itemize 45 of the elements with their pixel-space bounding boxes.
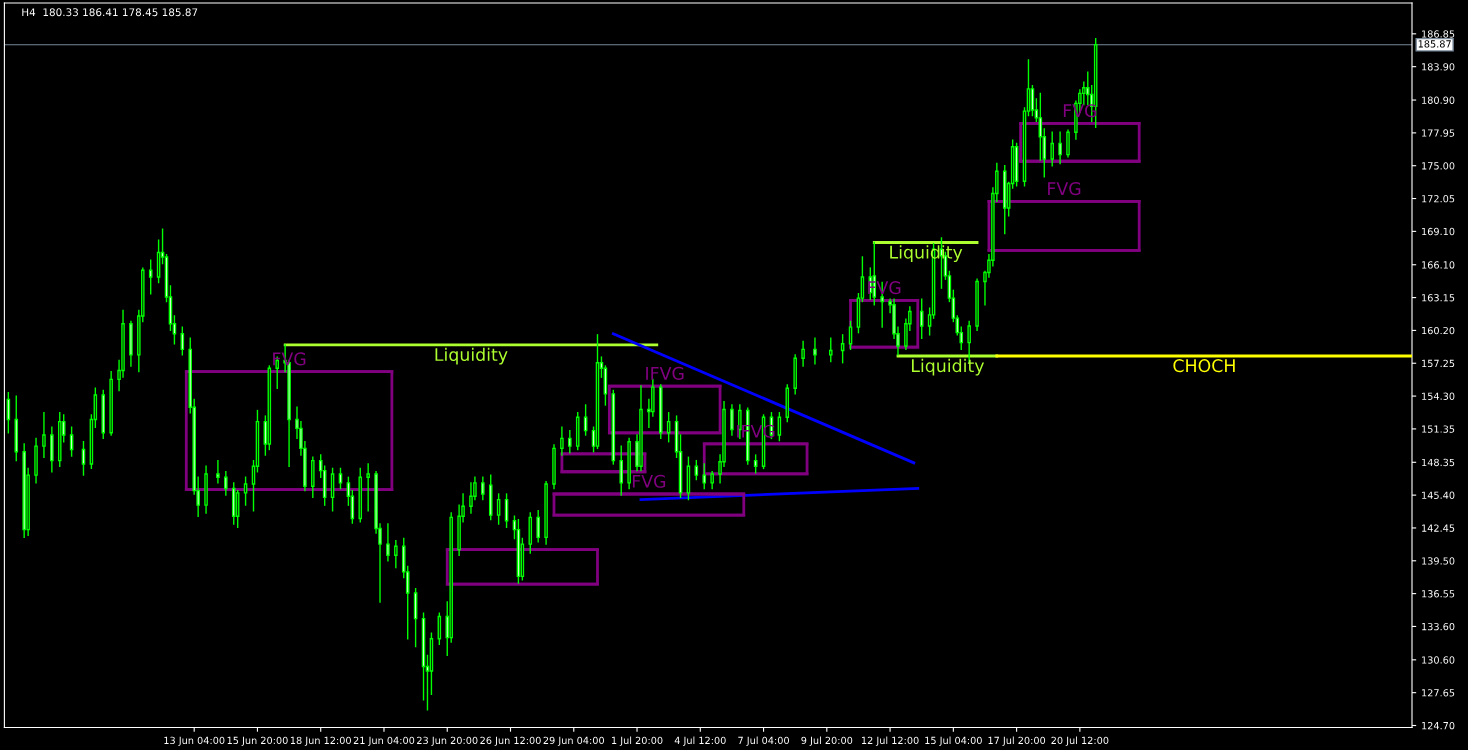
x-tick-label: 15 Jun 20:00: [227, 736, 288, 746]
y-tick-label: 177.95: [1422, 129, 1455, 137]
x-tick-label: 15 Jul 04:00: [925, 736, 982, 746]
y-tick-label: 142.45: [1422, 524, 1455, 532]
y-tick-label: 172.05: [1422, 195, 1455, 203]
series-label: IFVG: [646, 366, 684, 380]
y-tick-label: 180.90: [1422, 96, 1455, 104]
series-label: Liquidity: [911, 358, 985, 376]
y-tick-label: 127.65: [1422, 689, 1455, 697]
x-tick-label: 7 Jul 04:00: [738, 736, 789, 746]
chart-title: H4 180.33 186.41 178.45 185.87: [22, 8, 198, 17]
series-label: FVG: [1048, 182, 1081, 196]
x-tick-label: 13 Jun 04:00: [164, 736, 225, 746]
x-tick-label: 4 Jul 12:00: [674, 736, 726, 746]
y-tick-label: 160.20: [1422, 326, 1455, 335]
x-tick-label: 20 Jul 12:00: [1051, 736, 1109, 746]
ref-line-label: 185.87: [1418, 40, 1451, 48]
y-tick-label: 148.35: [1422, 458, 1455, 467]
y-tick-label: 183.90: [1422, 63, 1455, 71]
y-tick-label: 175.00: [1422, 162, 1455, 170]
x-tick-label: 21 Jun 04:00: [353, 736, 415, 746]
x-tick-label: 1 Jul 20:00: [612, 736, 663, 746]
y-tick-label: 151.35: [1422, 425, 1455, 433]
x-tick-label: 17 Jul 20:00: [988, 736, 1046, 746]
y-tick-label: 139.50: [1422, 557, 1455, 565]
x-tick-label: 26 Jun 12:00: [480, 736, 541, 746]
y-tick-label: 145.40: [1422, 491, 1455, 499]
series-label: CHOCH: [1173, 359, 1235, 373]
y-tick-label: 136.55: [1422, 590, 1455, 598]
series-label: FVG: [632, 474, 666, 488]
x-tick-label: 18 Jun 12:00: [290, 736, 351, 746]
x-tick-label: 12 Jul 12:00: [862, 736, 919, 746]
y-tick-label: 163.15: [1422, 294, 1455, 302]
y-tick-label: 166.10: [1422, 261, 1455, 269]
x-tick-label: 9 Jul 20:00: [801, 736, 853, 746]
x-tick-label: 29 Jun 04:00: [543, 736, 604, 746]
y-tick-label: 186.85: [1422, 30, 1455, 38]
y-tick-label: 154.30: [1422, 392, 1455, 400]
y-tick-label: 124.70: [1422, 721, 1455, 730]
y-tick-label: 133.60: [1422, 622, 1455, 631]
y-tick-label: 130.60: [1422, 656, 1455, 664]
y-tick-label: 169.10: [1422, 227, 1455, 236]
y-tick-label: 157.25: [1422, 359, 1455, 368]
x-tick-label: 23 Jun 20:00: [417, 736, 478, 746]
series-label: Liquidity: [435, 347, 508, 365]
